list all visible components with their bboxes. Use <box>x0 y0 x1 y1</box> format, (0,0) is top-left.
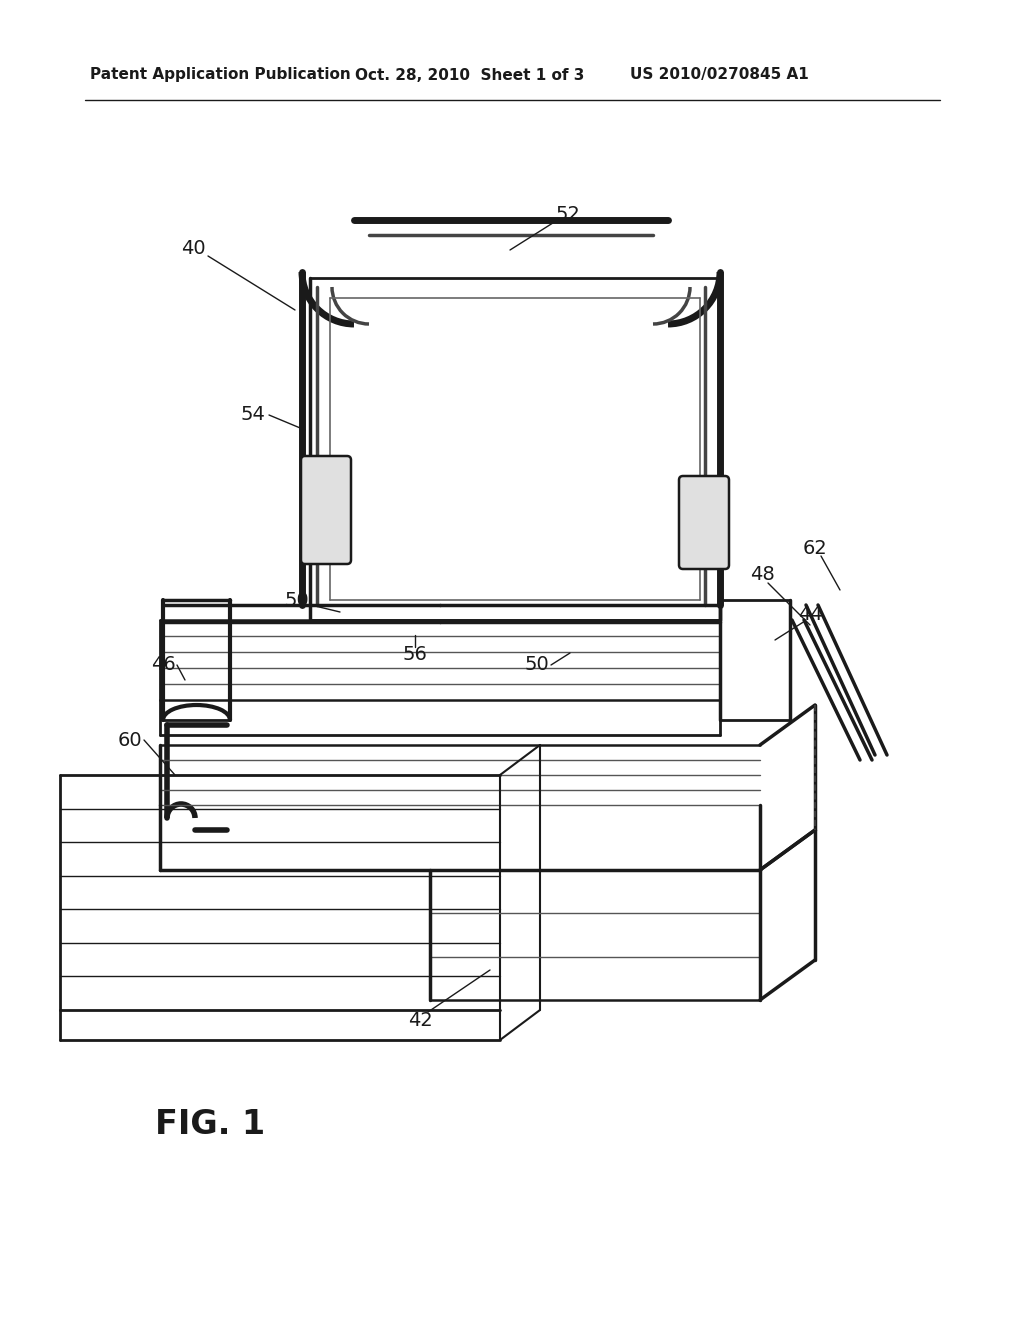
Text: 50: 50 <box>524 656 549 675</box>
Text: 46: 46 <box>151 656 175 675</box>
Text: 60: 60 <box>118 730 142 750</box>
Text: 48: 48 <box>750 565 774 585</box>
Text: US 2010/0270845 A1: US 2010/0270845 A1 <box>630 67 809 82</box>
Text: Oct. 28, 2010  Sheet 1 of 3: Oct. 28, 2010 Sheet 1 of 3 <box>355 67 585 82</box>
Text: 50: 50 <box>285 590 309 610</box>
Text: 56: 56 <box>402 645 427 664</box>
Text: 44: 44 <box>798 606 822 624</box>
FancyBboxPatch shape <box>301 455 351 564</box>
Text: 40: 40 <box>180 239 206 257</box>
Text: 62: 62 <box>803 539 827 557</box>
FancyBboxPatch shape <box>679 477 729 569</box>
Text: Patent Application Publication: Patent Application Publication <box>90 67 351 82</box>
Text: FIG. 1: FIG. 1 <box>155 1109 265 1142</box>
Text: 52: 52 <box>556 206 581 224</box>
Text: 54: 54 <box>241 405 265 425</box>
Text: 42: 42 <box>408 1011 432 1030</box>
